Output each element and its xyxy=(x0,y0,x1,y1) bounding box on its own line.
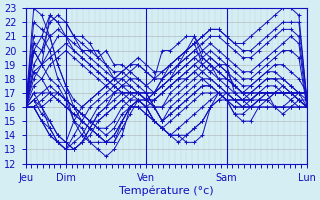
X-axis label: Température (°c): Température (°c) xyxy=(119,185,214,196)
